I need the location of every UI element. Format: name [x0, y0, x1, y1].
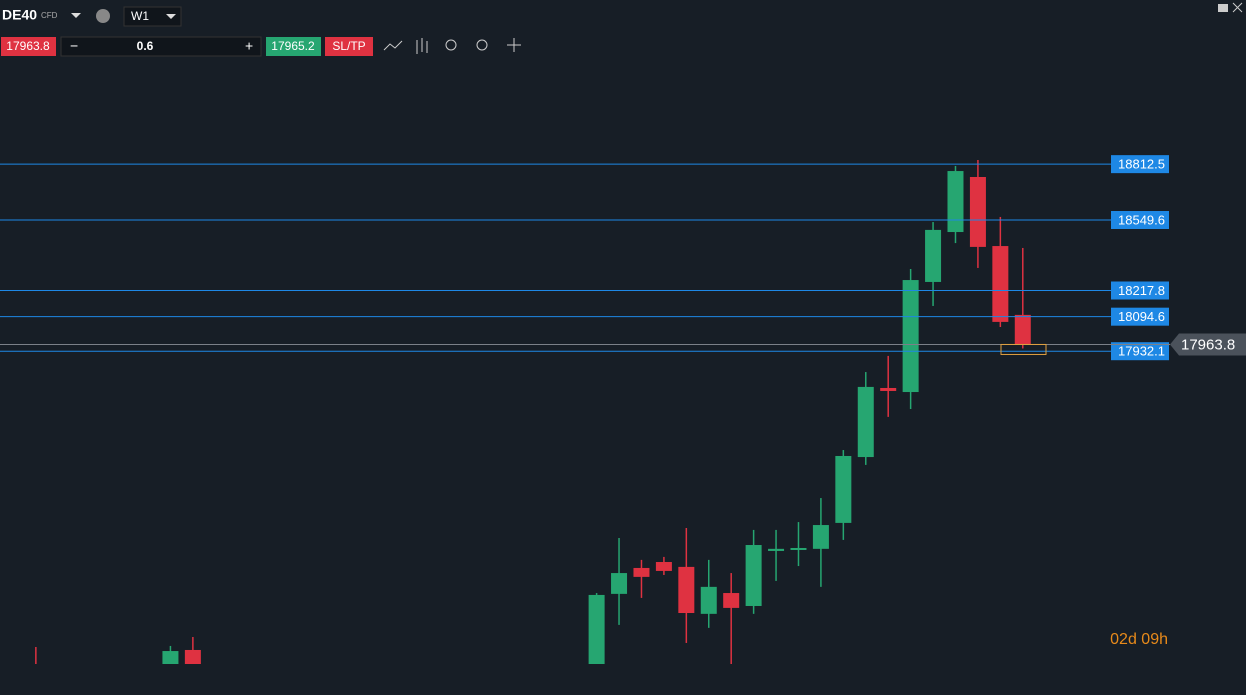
- candle-body: [925, 229, 942, 282]
- volume[interactable]: 0.6: [137, 39, 154, 53]
- level-label: 17932.1: [1118, 344, 1165, 359]
- minus[interactable]: −: [70, 38, 78, 54]
- level-tag: [1111, 307, 1169, 326]
- candle-body: [992, 246, 1009, 322]
- line-tool[interactable]: [383, 40, 403, 51]
- level-tag: [1111, 211, 1169, 230]
- dropdown-arrow[interactable]: [166, 14, 176, 19]
- candle-body: [880, 387, 897, 391]
- sltp: SL/TP: [332, 39, 365, 53]
- toolbar: DE40 CFD W1 17963.8 − 0.6 + 17965.2 SL/T…: [1, 2, 1243, 57]
- candle-body: [633, 567, 650, 577]
- close[interactable]: [1232, 2, 1243, 13]
- candle-tool[interactable]: [416, 38, 428, 54]
- candle-body: [184, 649, 201, 664]
- candle-body: [835, 455, 852, 523]
- candle-body: [857, 386, 874, 458]
- maximize[interactable]: [1218, 4, 1228, 12]
- sell-button[interactable]: [1, 37, 56, 56]
- countdown: 02d 09h: [1110, 631, 1168, 648]
- candle-body: [588, 594, 605, 664]
- candle-body: [655, 562, 672, 571]
- symbol-tag: CFD: [41, 11, 58, 20]
- level-label: 18094.6: [1118, 309, 1165, 324]
- volume-box[interactable]: [60, 36, 262, 57]
- plus[interactable]: +: [245, 38, 253, 54]
- candle-body: [611, 573, 628, 594]
- candle-body: [947, 171, 964, 233]
- candle-body: [768, 548, 785, 551]
- candle-body: [723, 593, 740, 608]
- candle-body: [790, 547, 807, 550]
- zoom-out[interactable]: [445, 39, 457, 51]
- candle-body: [700, 586, 717, 614]
- level-tag: [1111, 281, 1169, 300]
- sell-price: 17963.8: [6, 39, 50, 53]
- sltp-button[interactable]: [325, 37, 373, 56]
- candle-body: [812, 525, 829, 549]
- candle-body: [678, 566, 695, 614]
- price-tag: [1170, 333, 1246, 356]
- symbol[interactable]: DE40: [2, 7, 37, 23]
- level-label: 18549.6: [1118, 212, 1165, 227]
- buy-button[interactable]: [266, 37, 321, 56]
- level-tag: [1111, 342, 1169, 361]
- timeframe-select[interactable]: [123, 6, 182, 27]
- candle-body: [1014, 314, 1031, 345]
- info-icon[interactable]: [96, 9, 110, 23]
- candle-body: [162, 651, 179, 664]
- buy-price: 17965.2: [271, 39, 315, 53]
- candle-body: [745, 545, 762, 606]
- price-label: 17963.8: [1181, 336, 1235, 353]
- level-tag: [1111, 155, 1169, 174]
- move-tool[interactable]: [507, 38, 521, 52]
- candle-body: [969, 176, 986, 247]
- level-label: 18217.8: [1118, 283, 1165, 298]
- timeframe: W1: [131, 9, 149, 23]
- candle-body: [902, 280, 919, 393]
- zoom-in[interactable]: [476, 39, 488, 51]
- dropdown-arrow[interactable]: [71, 13, 81, 18]
- level-label: 18812.5: [1118, 157, 1165, 172]
- alert-box: [1000, 343, 1047, 355]
